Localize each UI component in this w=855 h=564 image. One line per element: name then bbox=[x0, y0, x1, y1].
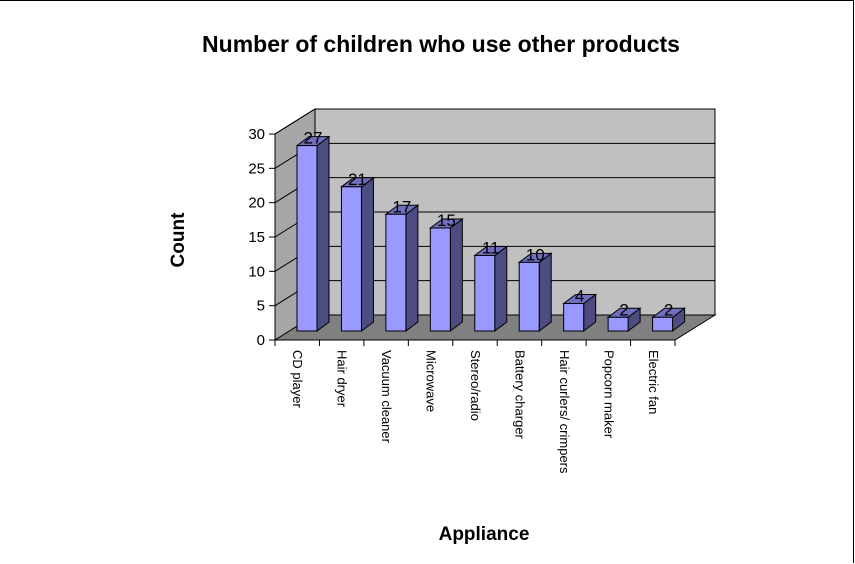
data-label: 21 bbox=[348, 170, 367, 189]
bar bbox=[295, 135, 331, 332]
category-label: Hair curlers/ crimpers bbox=[557, 350, 572, 474]
data-label: 10 bbox=[526, 245, 545, 264]
data-label: 2 bbox=[664, 300, 673, 319]
bar bbox=[606, 307, 642, 332]
bar bbox=[473, 245, 509, 332]
bar-front bbox=[607, 316, 629, 332]
data-label: 27 bbox=[304, 129, 323, 148]
data-labels: 27 21 17 15 11 10 4 2 2 bbox=[304, 129, 674, 320]
bar bbox=[562, 293, 598, 332]
category-label: Battery charger bbox=[512, 350, 527, 440]
grid-line bbox=[274, 108, 715, 135]
category-label: CD player bbox=[290, 350, 305, 408]
bar-side bbox=[360, 176, 374, 332]
bar-side bbox=[405, 204, 419, 332]
bar-front bbox=[385, 213, 407, 332]
data-label: 15 bbox=[437, 211, 456, 230]
category-label: Stereo/radio bbox=[468, 350, 483, 421]
bar-front bbox=[340, 186, 362, 332]
bar bbox=[651, 307, 687, 332]
category-label: Electric fan bbox=[646, 350, 661, 414]
bar-side bbox=[316, 135, 330, 332]
bar-side bbox=[538, 252, 552, 332]
y-axis-title: Count bbox=[168, 212, 189, 268]
bar-front bbox=[474, 254, 496, 332]
bars bbox=[295, 135, 687, 332]
category-label: Popcorn maker bbox=[601, 350, 616, 439]
bar bbox=[339, 176, 375, 332]
bar-front bbox=[518, 261, 540, 332]
bar-front bbox=[429, 227, 451, 332]
data-label: 17 bbox=[392, 197, 411, 216]
y-tick-label: 25 bbox=[248, 160, 265, 177]
bar bbox=[517, 252, 553, 332]
bar bbox=[428, 218, 464, 332]
bar-front bbox=[296, 145, 318, 332]
y-tick-label: 30 bbox=[248, 126, 265, 143]
y-tick-label: 15 bbox=[248, 229, 265, 246]
y-tick-labels: 0 5 10 15 20 25 30 bbox=[248, 126, 265, 349]
category-labels: CD player Hair dryer Vacuum cleaner Microwa… bbox=[290, 350, 661, 474]
y-tick-label: 0 bbox=[257, 332, 265, 349]
chart-title: Number of children who use other product… bbox=[202, 31, 680, 57]
category-label: Hair dryer bbox=[335, 350, 350, 408]
data-label: 2 bbox=[619, 300, 628, 319]
data-label: 11 bbox=[482, 238, 500, 257]
bar-front bbox=[652, 316, 674, 332]
data-label: 4 bbox=[575, 287, 584, 306]
y-tick-label: 5 bbox=[257, 298, 265, 315]
category-label: Vacuum cleaner bbox=[379, 350, 394, 444]
bar-side bbox=[449, 218, 463, 332]
y-tick-label: 20 bbox=[248, 195, 265, 212]
bar bbox=[384, 204, 420, 332]
x-axis-title: Appliance bbox=[439, 524, 530, 545]
y-tick-label: 10 bbox=[248, 263, 265, 280]
bar-side bbox=[494, 245, 508, 332]
bar-front bbox=[563, 303, 585, 332]
category-label: Microwave bbox=[424, 350, 439, 412]
